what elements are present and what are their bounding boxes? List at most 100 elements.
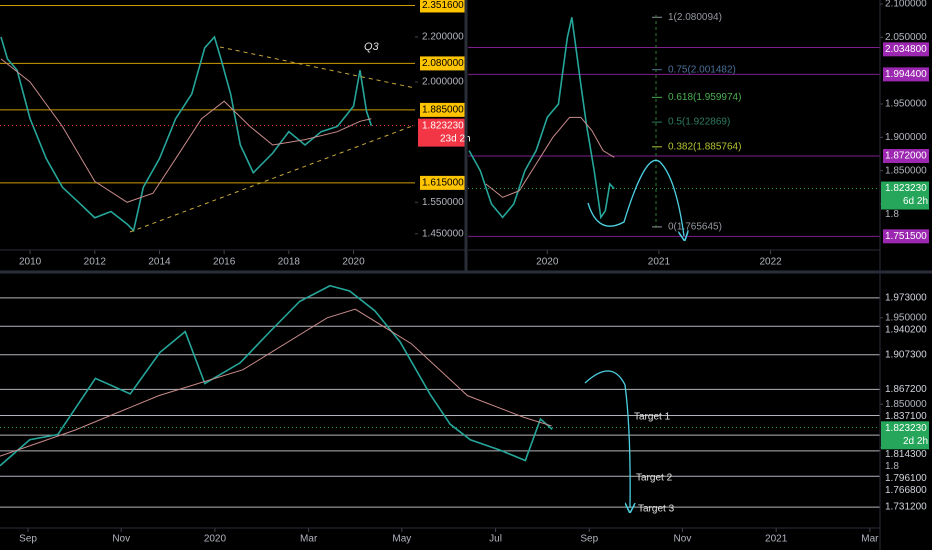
level-label: 1.837100 [885,411,927,422]
y-tick-label: 1.850000 [885,165,927,176]
y-tick-label: 1.900000 [885,132,927,143]
y-tick-label: 2.050000 [885,32,927,43]
level-label: 2.080000 [420,56,466,71]
annotation: Target 3 [638,504,675,515]
level-label: 2.034800 [883,42,929,57]
last-price-label: 1.823230 [885,423,927,434]
level-label: 1.973000 [885,293,927,304]
y-tick-label: 2.000000 [422,77,464,88]
trend-line [219,46,416,89]
y-tick-label: 2.000000 [422,77,464,88]
price-line [0,35,373,233]
level-label: 1.615000 [420,175,466,190]
last-price-label: 1.823230 6d 2h [881,181,929,210]
last-price-label: 1.823230 23d 2h [418,118,471,147]
last-price-label: 1.823230 [885,183,927,194]
level-label: 1.940200 [885,324,927,335]
x-tick-label: 2021 [648,257,671,268]
y-tick-label: 2.200000 [422,32,464,43]
x-tick-label: 2016 [213,257,236,268]
level-box [420,102,466,117]
level-box [883,67,929,82]
level-label: 1.751500 [885,231,927,242]
y-tick-label: 2.200000 [422,32,464,43]
annotation: Target 2 [636,473,673,484]
level-label: 1.615000 [422,178,464,189]
y-tick-label: 1.850000 [885,165,927,176]
level-label: 2.034800 [885,44,927,55]
countdown-label: 23d 2h [440,133,471,144]
x-tick-label: 2022 [759,257,782,268]
y-tick-label: 1.8 [885,209,899,220]
level-label: 1.766800 [885,485,927,496]
x-tick-label: May [392,534,411,545]
x-tick-label: Sep [580,534,598,545]
x-tick-label: Jul [489,534,502,545]
x-tick-label: 2021 [765,534,788,545]
x-tick-label: 2012 [84,257,107,268]
projection [584,370,630,508]
level-label: 1.751500 [883,229,929,244]
x-tick-label: Sep [19,534,37,545]
price-line [0,284,553,467]
y-tick-label: 1.8 [885,461,899,472]
projection [587,159,684,236]
level-label: 1.885000 [420,102,466,117]
x-tick-label: 2018 [278,257,301,268]
level-box [420,175,466,190]
level-label: 1.867200 [885,384,927,395]
last-price-label: 1.823230 [422,120,464,131]
annotation: Target 1 [634,412,671,423]
x-tick-label: Nov [112,534,130,545]
countdown-label: 2d 2h [903,436,928,447]
last-price-label: 1.823230 2d 2h [881,421,929,450]
y-tick-label: 1.950000 [885,312,927,323]
last-price-box [881,421,929,450]
level-label: 1.867200 [885,384,927,395]
level-label: 2.351600 [420,0,466,13]
y-tick-label: 1.900000 [885,132,927,143]
x-tick-label: 2010 [19,257,42,268]
level-label: 1.814300 [885,449,927,460]
level-label: 1.907300 [885,349,927,360]
y-tick-label: 2.100000 [885,0,927,10]
x-tick-label: Nov [674,534,692,545]
x-tick-label: Mar [300,534,318,545]
x-tick-label: 2020 [204,534,227,545]
level-label: 1.796100 [885,473,927,484]
level-label: 1.907300 [885,349,927,360]
fib-label: 0.5(1.922869) [668,117,730,128]
price-line [0,308,552,457]
y-tick-label: 1.950000 [885,99,927,110]
level-label: 1.994400 [883,67,929,82]
x-tick-label: 2020 [536,257,559,268]
level-box [883,229,929,244]
x-tick-label: 2014 [148,257,171,268]
y-tick-label: 1.850000 [885,399,927,410]
level-label: 1.837100 [885,411,927,422]
y-tick-label: 1.550000 [422,197,464,208]
level-label: 2.080000 [422,58,464,69]
countdown-label: 6d 2h [903,196,928,207]
fib-label: 0.382(1.885764) [668,141,741,152]
level-label: 1.731200 [885,502,927,513]
level-label: 1.872000 [883,149,929,163]
y-tick-label: 1.850000 [885,399,927,410]
y-tick-label: 1.8 [885,461,899,472]
y-tick-label: 1.450000 [422,228,464,239]
fib-label: 0(1.765645) [668,222,722,233]
y-tick-label: 1.950000 [885,99,927,110]
level-label: 1.796100 [885,473,927,484]
last-price-box [881,181,929,210]
annotation: Q3 [364,41,380,53]
level-label: 1.814300 [885,449,927,460]
level-box [420,0,466,13]
level-label: 1.885000 [422,105,464,116]
level-label: 1.994400 [885,69,927,80]
price-line [0,58,372,203]
fib-label: 0.618(1.959974) [668,92,741,103]
level-label: 1.872000 [885,151,927,162]
last-price-box [418,118,466,147]
